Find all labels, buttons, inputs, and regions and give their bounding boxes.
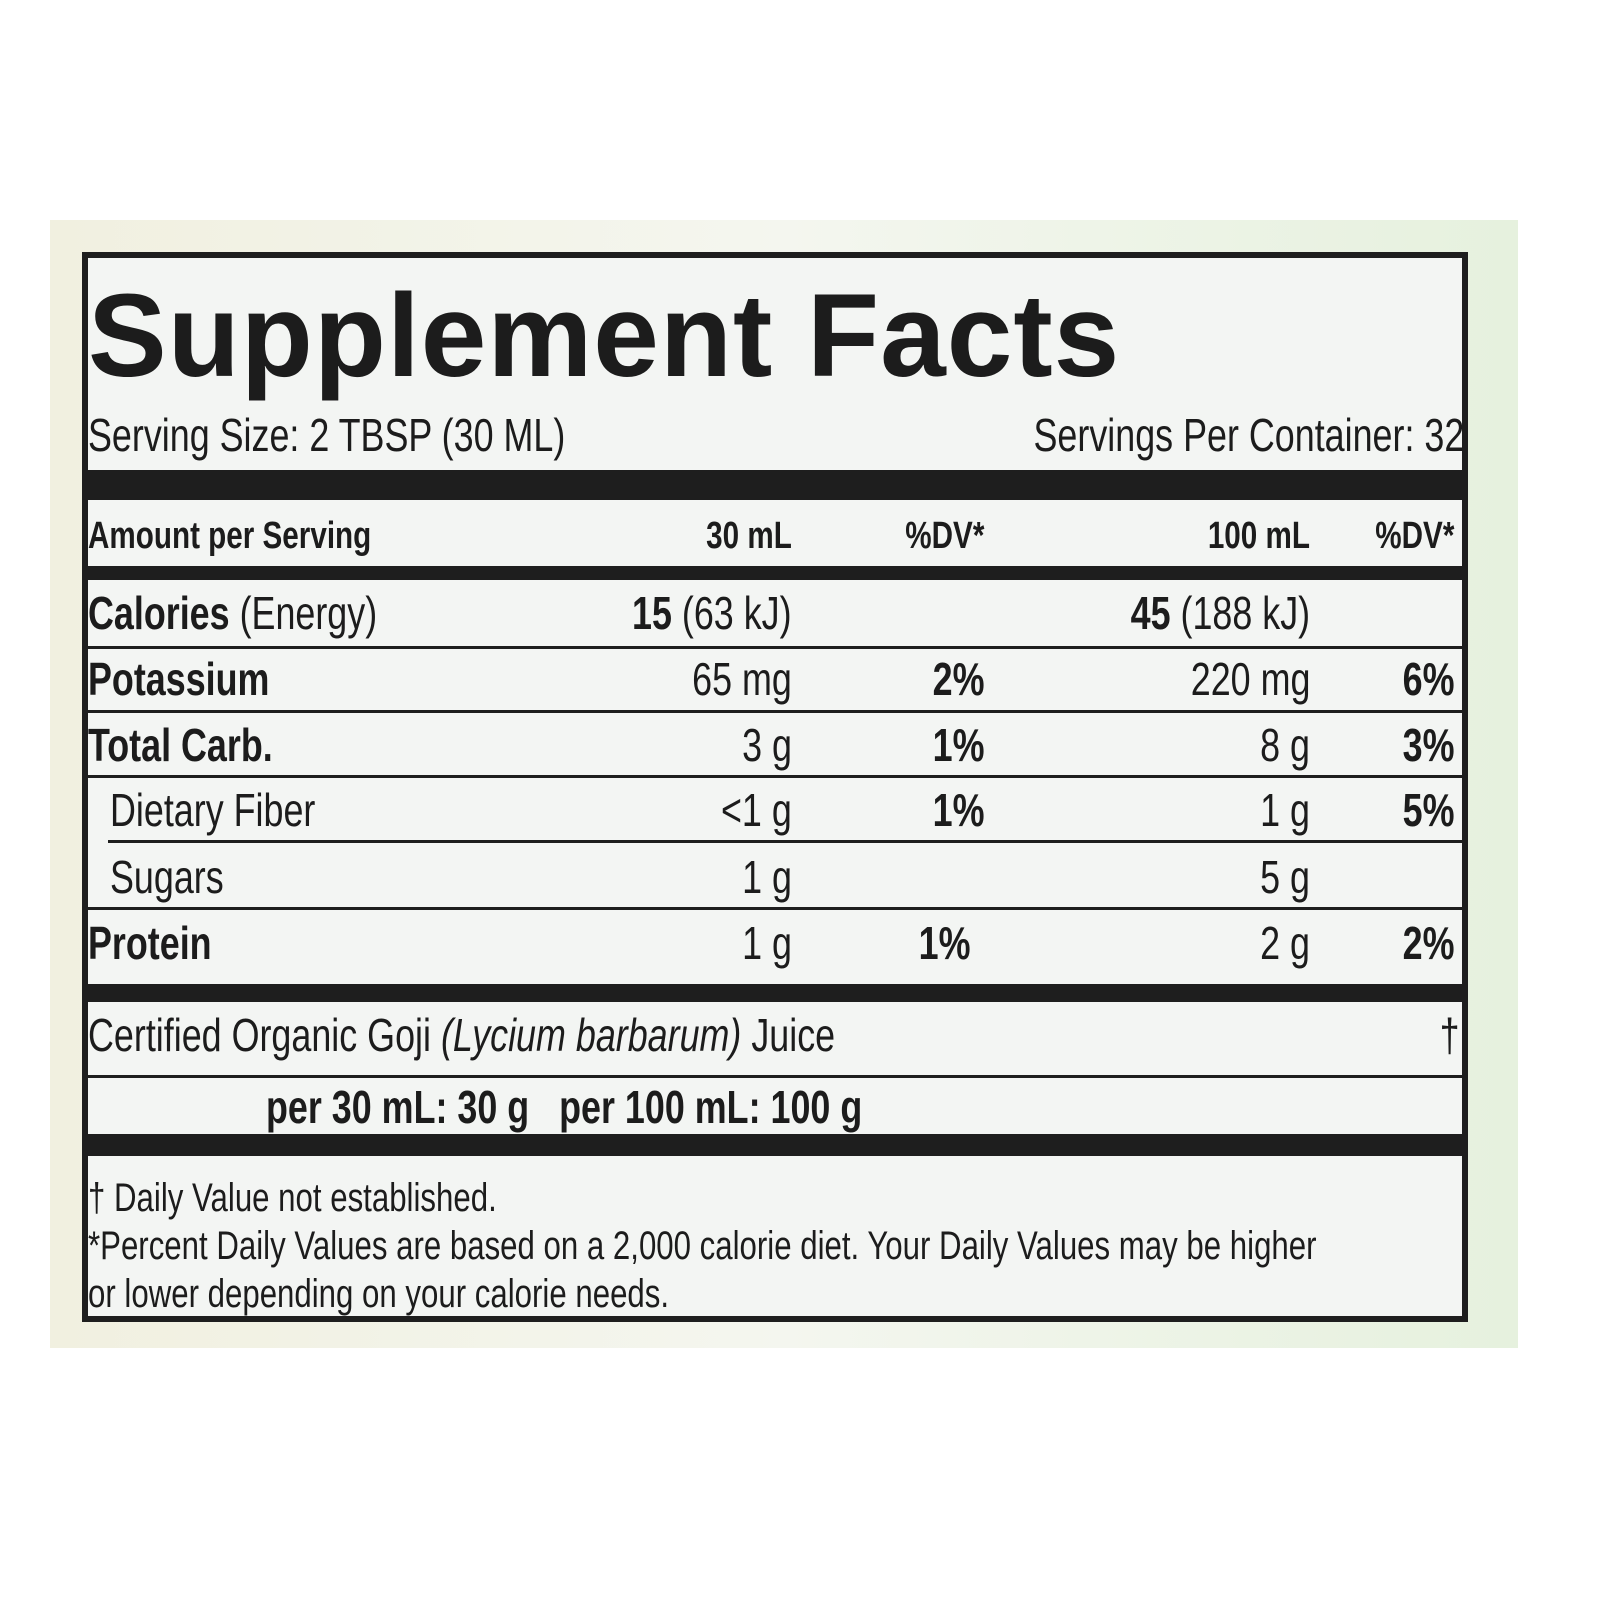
fiber-dv1: 1% [932,784,984,836]
row-divider [82,1075,1468,1078]
ingredient-amounts: per 30 mL: 30 g per 100 mL: 100 g [266,1081,863,1133]
carb-100ml: 8 g [1260,719,1310,771]
sugars-30ml: 1 g [742,851,792,903]
header-dv1: %DV* [904,515,984,557]
thick-divider [82,1134,1468,1156]
protein-dv1: 1% [918,917,970,969]
protein-100ml: 2 g [1260,917,1310,969]
carb-dv2: 3% [1402,719,1454,771]
protein-dv2: 2% [1402,917,1454,969]
row-divider [108,840,1468,843]
carb-30ml: 3 g [742,719,792,771]
row-divider [82,710,1468,713]
footnote-percent-cont: or lower depending on your calorie needs… [88,1272,670,1316]
sugars-100ml: 5 g [1260,851,1310,903]
potassium-dv1: 2% [932,653,984,705]
header-dv2: %DV* [1374,515,1454,557]
ingredient-name: Certified Organic Goji (Lycium barbarum)… [88,1009,836,1061]
calories-30ml: 15 (63 kJ) [632,587,792,639]
carb-dv1: 1% [932,719,984,771]
serving-size: Serving Size: 2 TBSP (30 ML) [88,409,566,461]
potassium-30ml: 65 mg [692,653,792,705]
row-calories: Calories (Energy) [88,587,378,639]
fiber-dv2: 5% [1402,784,1454,836]
potassium-dv2: 6% [1402,653,1454,705]
header-30ml: 30 mL [706,515,792,557]
thick-divider [82,470,1468,500]
row-dietary-fiber: Dietary Fiber [110,784,316,836]
header-amount: Amount per Serving [88,515,372,557]
footnote-dagger: † Daily Value not established. [88,1176,497,1220]
calories-100ml: 45 (188 kJ) [1130,587,1310,639]
thick-divider [82,984,1468,1002]
row-sugars: Sugars [110,851,224,903]
row-protein: Protein [88,917,212,969]
footnote-percent: *Percent Daily Values are based on a 2,0… [88,1224,1317,1268]
row-potassium: Potassium [88,653,270,705]
fiber-100ml: 1 g [1260,784,1310,836]
row-total-carb: Total Carb. [88,719,273,771]
ingredient-dv: † [1440,1009,1460,1061]
row-divider [82,775,1468,778]
servings-per-container: Servings Per Container: 32 [1033,409,1464,461]
header-100ml: 100 mL [1207,515,1310,557]
potassium-100ml: 220 mg [1190,653,1310,705]
panel-title: Supplement Facts [88,270,1121,402]
medium-divider [82,566,1468,580]
fiber-30ml: <1 g [721,784,792,836]
row-divider [82,907,1468,910]
row-divider [82,646,1468,649]
protein-30ml: 1 g [742,917,792,969]
